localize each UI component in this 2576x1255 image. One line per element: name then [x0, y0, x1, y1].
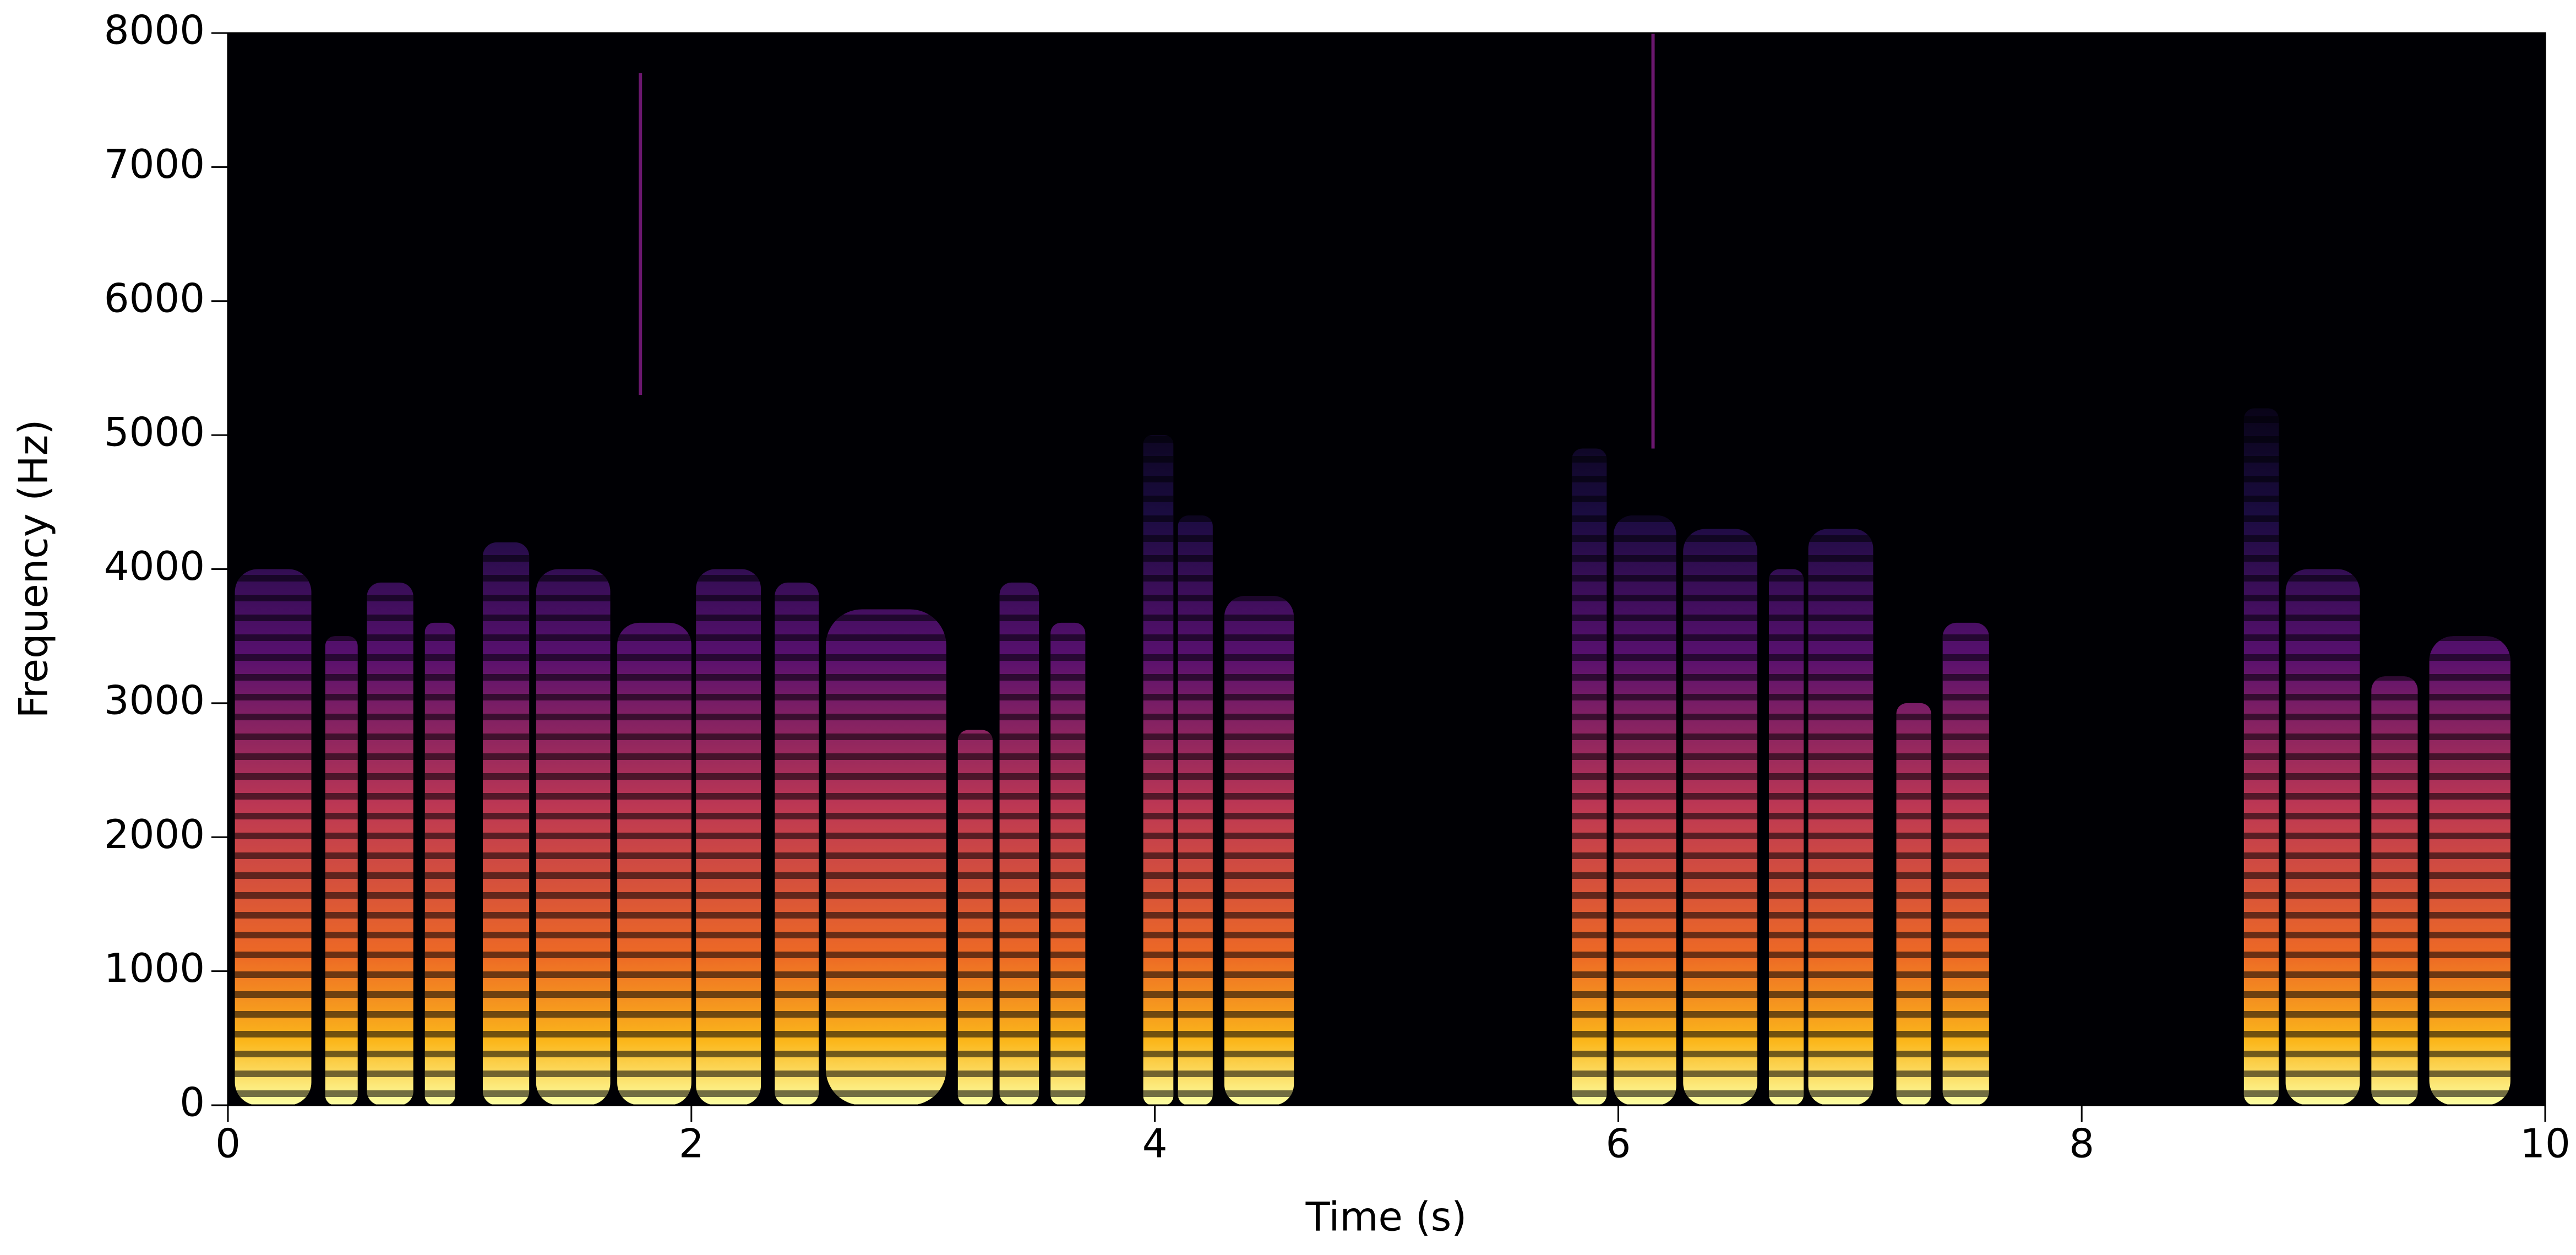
x-tick-label: 0: [215, 1121, 241, 1167]
x-tick-label: 4: [1142, 1121, 1168, 1167]
harmonics: [825, 609, 946, 1105]
plot-background: [228, 33, 2545, 1105]
harmonics: [775, 582, 819, 1105]
harmonics: [482, 542, 530, 1105]
harmonics: [1683, 529, 1757, 1105]
x-axis-label: Time (s): [1305, 1194, 1467, 1240]
harmonics: [2285, 569, 2360, 1105]
harmonics: [1050, 622, 1086, 1105]
y-tick-label: 3000: [104, 677, 205, 723]
harmonics: [2429, 636, 2510, 1105]
harmonics: [1224, 596, 1294, 1105]
y-tick-label: 8000: [104, 7, 205, 53]
y-tick-label: 0: [179, 1079, 205, 1126]
y-axis-label: Frequency (Hz): [10, 420, 57, 719]
harmonics: [1572, 448, 1607, 1105]
harmonics: [1613, 515, 1676, 1105]
y-tick-label: 5000: [104, 409, 205, 455]
harmonics: [696, 569, 761, 1105]
harmonics: [1808, 529, 1874, 1105]
y-tick-label: 4000: [104, 543, 205, 589]
marks: [235, 33, 2510, 1106]
harmonics: [1143, 435, 1174, 1105]
harmonics: [1178, 515, 1213, 1105]
harmonics: [1942, 622, 1989, 1105]
x-tick-label: 2: [679, 1121, 704, 1167]
harmonics: [1768, 569, 1804, 1105]
y-tick-label: 1000: [104, 945, 205, 991]
harmonics: [367, 582, 413, 1105]
x-tick-label: 10: [2520, 1121, 2570, 1167]
harmonics: [536, 569, 611, 1105]
harmonics: [325, 636, 358, 1105]
harmonics: [424, 622, 455, 1105]
harmonics: [2243, 408, 2279, 1106]
harmonics: [999, 582, 1039, 1105]
y-tick-label: 7000: [104, 141, 205, 187]
y-tick-label: 2000: [104, 811, 205, 857]
harmonics: [957, 730, 993, 1105]
harmonics: [617, 622, 691, 1105]
harmonics: [1896, 703, 1931, 1105]
x-tick-label: 6: [1605, 1121, 1631, 1167]
y-tick-label: 6000: [104, 275, 205, 321]
harmonics: [235, 569, 312, 1105]
harmonics: [2371, 676, 2418, 1105]
x-tick-label: 8: [2069, 1121, 2094, 1167]
